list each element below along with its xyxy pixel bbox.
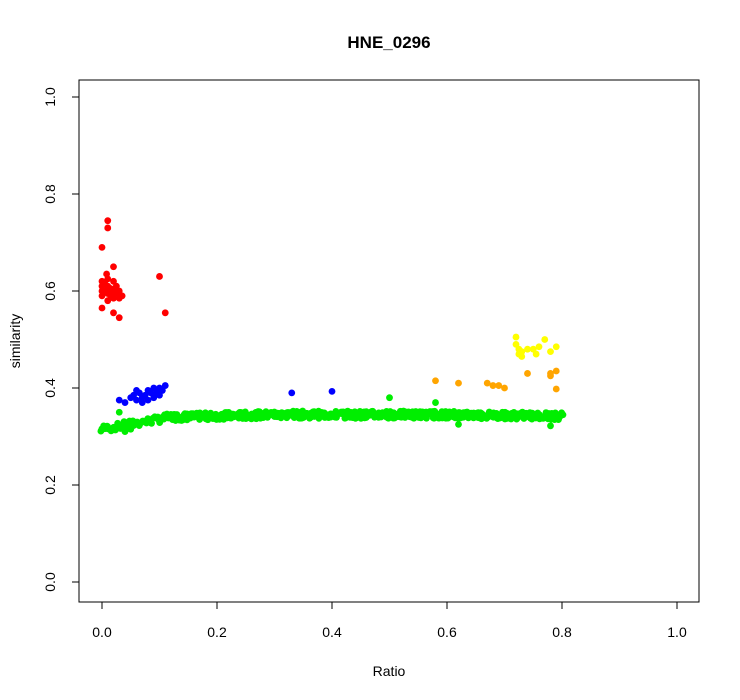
x-tick-label: 0.2 — [207, 624, 227, 640]
x-tick-label: 0.8 — [552, 624, 572, 640]
data-point — [98, 425, 106, 433]
data-point — [432, 399, 439, 406]
data-points — [97, 217, 567, 436]
data-point — [104, 224, 112, 232]
data-point — [118, 292, 126, 300]
data-point — [104, 217, 112, 225]
data-point — [115, 314, 123, 322]
x-tick-label: 0.6 — [437, 624, 457, 640]
data-point — [495, 382, 503, 389]
y-tick-label: 0.2 — [42, 475, 58, 495]
data-point — [121, 399, 129, 406]
x-axis: 0.0 0.2 0.4 0.6 0.8 1.0 — [92, 601, 687, 640]
y-tick-label: 0.0 — [42, 572, 58, 592]
y-tick-label: 0.8 — [42, 184, 58, 204]
data-point — [555, 416, 562, 423]
data-point — [501, 384, 508, 392]
chart-title: HNE_0296 — [347, 33, 430, 52]
data-point — [547, 370, 554, 377]
y-tick-label: 0.6 — [42, 281, 58, 301]
data-point — [127, 425, 135, 433]
data-point — [524, 370, 531, 377]
data-point — [121, 428, 129, 436]
data-point — [133, 396, 140, 404]
data-point — [547, 348, 554, 356]
data-point — [547, 422, 554, 430]
data-point — [144, 396, 152, 404]
y-axis: 0.0 0.2 0.4 0.6 0.8 1.0 — [42, 87, 80, 592]
data-point — [110, 263, 117, 271]
data-point — [552, 343, 560, 351]
data-point — [161, 309, 169, 317]
data-point — [115, 408, 123, 416]
data-point — [541, 336, 549, 343]
plot-frame — [78, 79, 700, 603]
data-point — [423, 414, 430, 422]
data-point — [534, 409, 542, 417]
data-point — [103, 270, 110, 278]
data-point — [535, 343, 543, 351]
data-point — [148, 419, 155, 427]
data-point — [98, 304, 106, 312]
data-point — [512, 333, 520, 341]
data-point — [552, 385, 560, 393]
x-axis-label: Ratio — [373, 663, 406, 679]
data-point — [98, 243, 106, 251]
data-point — [161, 382, 169, 389]
data-point — [518, 348, 526, 356]
data-point — [455, 379, 462, 387]
data-point — [489, 382, 497, 389]
y-axis-label: similarity — [7, 314, 23, 368]
y-tick-label: 0.4 — [42, 378, 58, 398]
data-point — [432, 377, 439, 385]
y-tick-label: 1.0 — [42, 87, 58, 107]
x-tick-label: 1.0 — [667, 624, 687, 640]
data-point — [558, 411, 566, 419]
data-point — [133, 387, 140, 394]
data-point — [288, 389, 296, 397]
data-point — [483, 379, 491, 387]
x-tick-label: 0.0 — [92, 624, 112, 640]
data-point — [110, 424, 117, 432]
data-point — [518, 353, 526, 360]
data-point — [104, 423, 112, 431]
data-point — [328, 387, 336, 395]
data-point — [386, 394, 393, 402]
data-point — [455, 420, 462, 428]
data-point — [524, 345, 531, 353]
data-point — [156, 273, 163, 280]
data-point — [138, 399, 146, 406]
data-point — [532, 350, 540, 358]
data-point — [552, 367, 560, 375]
data-point — [115, 396, 123, 404]
data-point — [110, 309, 117, 317]
x-tick-label: 0.4 — [322, 624, 342, 640]
